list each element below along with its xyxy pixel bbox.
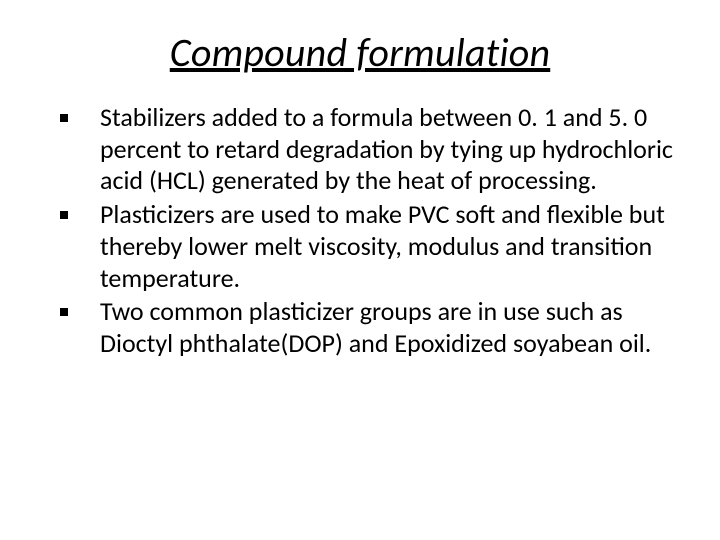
list-item: Stabilizers added to a formula between 0… [54, 102, 676, 197]
list-item: Plasticizers are used to make PVC soft a… [54, 199, 676, 294]
list-item: Two common plasticizer groups are in use… [54, 296, 676, 359]
bullet-list: Stabilizers added to a formula between 0… [36, 102, 684, 360]
slide: Compound formulation Stabilizers added t… [0, 0, 720, 540]
slide-title: Compound formulation [36, 30, 684, 76]
